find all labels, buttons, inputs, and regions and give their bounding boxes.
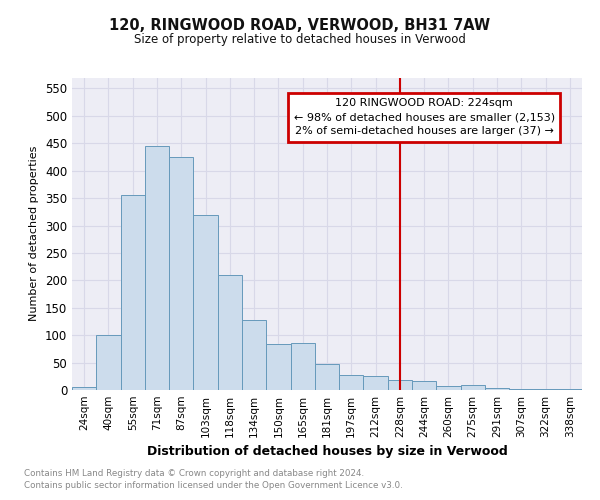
Bar — [364, 376, 388, 390]
Bar — [290, 344, 315, 390]
Bar — [388, 380, 412, 390]
Bar — [436, 386, 461, 390]
Bar — [218, 275, 242, 390]
Text: Contains public sector information licensed under the Open Government Licence v3: Contains public sector information licen… — [24, 481, 403, 490]
X-axis label: Distribution of detached houses by size in Verwood: Distribution of detached houses by size … — [146, 446, 508, 458]
Bar — [72, 388, 96, 390]
Bar — [266, 344, 290, 390]
Text: 120, RINGWOOD ROAD, VERWOOD, BH31 7AW: 120, RINGWOOD ROAD, VERWOOD, BH31 7AW — [109, 18, 491, 32]
Bar — [193, 214, 218, 390]
Bar — [145, 146, 169, 390]
Bar — [96, 335, 121, 390]
Y-axis label: Number of detached properties: Number of detached properties — [29, 146, 40, 322]
Bar — [315, 364, 339, 390]
Text: Contains HM Land Registry data © Crown copyright and database right 2024.: Contains HM Land Registry data © Crown c… — [24, 468, 364, 477]
Bar — [121, 196, 145, 390]
Text: 120 RINGWOOD ROAD: 224sqm
← 98% of detached houses are smaller (2,153)
2% of sem: 120 RINGWOOD ROAD: 224sqm ← 98% of detac… — [293, 98, 555, 136]
Text: Size of property relative to detached houses in Verwood: Size of property relative to detached ho… — [134, 32, 466, 46]
Bar — [242, 320, 266, 390]
Bar — [485, 388, 509, 390]
Bar — [533, 389, 558, 390]
Bar — [558, 389, 582, 390]
Bar — [412, 380, 436, 390]
Bar — [461, 385, 485, 390]
Bar — [169, 157, 193, 390]
Bar — [339, 374, 364, 390]
